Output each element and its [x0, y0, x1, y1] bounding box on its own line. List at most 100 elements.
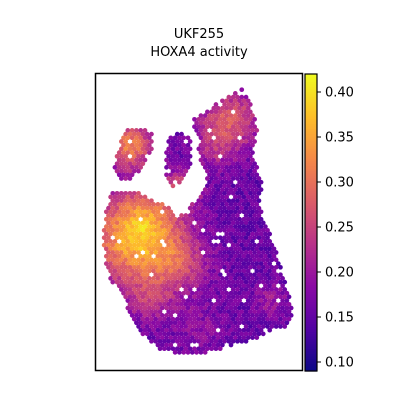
data-point — [248, 227, 253, 233]
data-point — [162, 324, 167, 329]
plot-frame — [94, 72, 304, 372]
data-point — [177, 179, 182, 185]
data-point — [192, 227, 197, 233]
data-point — [200, 301, 206, 307]
data-point — [179, 301, 184, 307]
data-point — [248, 264, 253, 270]
data-point — [245, 327, 251, 333]
data-point — [224, 120, 230, 126]
data-point — [205, 131, 210, 137]
data-point — [123, 250, 128, 255]
data-point — [237, 128, 242, 133]
data-point — [183, 324, 189, 329]
data-point — [202, 224, 208, 229]
data-point — [239, 235, 245, 241]
data-point — [121, 165, 126, 170]
data-point — [207, 179, 212, 185]
data-point — [239, 102, 245, 107]
data-point — [260, 309, 266, 315]
data-point — [278, 316, 283, 322]
data-point — [245, 172, 251, 178]
colorbar-segment — [305, 254, 317, 258]
data-point — [263, 290, 268, 296]
data-point — [263, 224, 268, 229]
data-point — [265, 242, 270, 248]
data-point — [174, 264, 180, 270]
data-point — [237, 165, 242, 170]
data-point — [189, 320, 195, 326]
data-point — [222, 279, 227, 285]
data-point — [183, 331, 189, 337]
data-point — [153, 235, 159, 241]
data-point — [239, 190, 245, 196]
colorbar-segment — [305, 182, 317, 186]
colorbar-segment — [305, 143, 317, 147]
data-point — [119, 139, 124, 144]
data-point — [179, 346, 184, 352]
data-point — [119, 190, 124, 196]
data-point — [129, 157, 135, 163]
data-point — [142, 290, 148, 296]
data-point — [245, 276, 251, 281]
data-point — [278, 324, 283, 329]
data-point — [260, 257, 266, 263]
data-point — [106, 235, 111, 241]
data-point — [134, 142, 139, 148]
data-point — [207, 157, 212, 163]
data-point — [123, 205, 128, 211]
data-point — [123, 287, 128, 292]
data-point — [232, 150, 238, 155]
data-point — [228, 298, 234, 303]
data-point — [181, 135, 187, 141]
data-point — [138, 290, 144, 296]
data-point — [121, 202, 126, 207]
data-point — [149, 294, 154, 300]
data-point — [131, 198, 137, 204]
data-point — [183, 250, 189, 255]
data-point — [134, 216, 139, 222]
data-point — [177, 216, 182, 222]
data-point — [185, 224, 191, 229]
data-point — [228, 335, 234, 340]
data-point — [194, 283, 199, 289]
data-point — [267, 276, 273, 281]
data-point — [250, 187, 255, 192]
data-point — [209, 153, 214, 159]
data-point — [149, 338, 154, 344]
data-point — [252, 227, 257, 233]
data-point — [239, 183, 245, 189]
data-point — [235, 124, 240, 130]
data-point — [125, 224, 131, 229]
data-point — [237, 224, 242, 229]
data-point — [205, 124, 210, 130]
data-point — [226, 272, 232, 278]
data-point — [243, 227, 249, 233]
data-point — [119, 272, 124, 278]
data-point — [136, 257, 141, 263]
data-point — [183, 338, 189, 344]
data-point — [248, 213, 253, 218]
data-point — [250, 327, 255, 333]
data-point — [119, 161, 124, 167]
data-point — [177, 283, 182, 289]
colorbar-tick-label: 0.30 — [325, 176, 354, 191]
data-point — [134, 313, 139, 318]
data-point — [157, 250, 163, 255]
data-point — [198, 135, 204, 141]
data-point — [170, 139, 176, 144]
data-point — [114, 190, 120, 196]
data-point — [269, 242, 275, 248]
data-point — [207, 142, 212, 148]
data-point — [187, 235, 193, 241]
data-point — [239, 139, 245, 144]
data-point — [151, 231, 156, 237]
data-point — [164, 290, 169, 296]
data-point — [194, 209, 199, 215]
data-point — [142, 327, 148, 333]
data-point — [164, 276, 169, 281]
data-point — [146, 135, 152, 141]
data-point — [110, 264, 116, 270]
data-point — [202, 268, 208, 274]
data-point — [245, 202, 251, 207]
data-point — [181, 261, 187, 266]
